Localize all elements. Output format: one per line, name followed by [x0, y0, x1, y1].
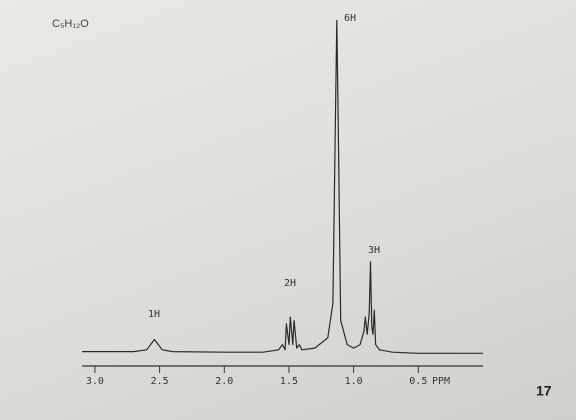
annotation: 2H	[284, 278, 296, 289]
x-tick-label: 3.0	[86, 376, 104, 387]
x-tick-label: 2.0	[215, 376, 233, 387]
x-tick-label: 1.5	[280, 376, 298, 387]
page-number: 17	[536, 383, 552, 399]
spectrum-line	[82, 19, 483, 354]
x-tick-label: 2.5	[151, 376, 169, 387]
x-tick-label: 0.5	[409, 376, 427, 387]
x-axis-label: PPM	[432, 376, 450, 387]
x-tick-label: 1.0	[345, 376, 363, 387]
annotation: 1H	[148, 309, 160, 320]
annotation: 6H	[344, 13, 356, 24]
formula: C₅H₁₂O	[52, 18, 89, 30]
annotation: 3H	[368, 245, 380, 256]
